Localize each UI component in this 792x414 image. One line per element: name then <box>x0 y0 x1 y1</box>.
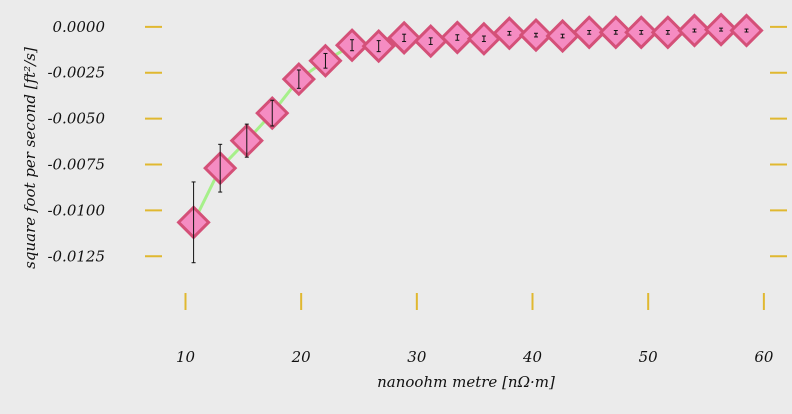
y-tick-label: -0.0075 <box>47 156 105 174</box>
error-bar <box>244 123 249 158</box>
error-bar <box>639 30 644 35</box>
error-bar <box>402 33 407 43</box>
x-tick-label: 10 <box>176 348 196 366</box>
y-tick-label: -0.0050 <box>47 110 105 128</box>
error-bar <box>744 28 749 33</box>
error-bar <box>613 30 618 35</box>
x-tick-label: 30 <box>407 348 427 366</box>
y-tick-label: -0.0100 <box>47 201 105 219</box>
y-axis-ticks-right <box>770 25 787 258</box>
x-tick-label: 60 <box>754 348 774 366</box>
error-bar <box>455 34 460 41</box>
error-bar <box>270 99 275 127</box>
error-bar <box>692 28 697 33</box>
series-line <box>192 28 747 223</box>
y-tick-label: -0.0125 <box>47 247 105 265</box>
data-series <box>176 12 764 264</box>
error-bar <box>560 33 565 39</box>
error-bar <box>587 30 592 35</box>
y-axis-ticks-left <box>145 25 162 258</box>
error-bar <box>719 27 724 32</box>
error-bar <box>323 52 328 69</box>
x-axis-ticks <box>184 293 765 310</box>
x-tick-label: 40 <box>522 348 543 366</box>
error-bar <box>481 35 486 43</box>
error-bar <box>218 143 223 193</box>
y-tick-label: -0.0025 <box>47 64 105 82</box>
x-tick-label: 20 <box>291 348 312 366</box>
error-bar <box>350 39 355 52</box>
error-bar <box>191 181 196 264</box>
error-bar <box>507 30 512 36</box>
error-bar <box>376 40 381 53</box>
x-axis-label: nanoohm metre [nΩ·m] <box>377 373 555 391</box>
error-bar <box>428 37 433 45</box>
error-bar <box>665 30 670 35</box>
y-axis-tick-labels: 0.0000 -0.0025 -0.0050 -0.0075 -0.0100 -0.012… <box>47 18 105 265</box>
x-axis-tick-labels: 10 20 30 40 50 60 <box>176 348 774 366</box>
error-bar <box>296 69 301 89</box>
x-tick-label: 50 <box>639 348 659 366</box>
y-tick-label: 0.0000 <box>53 18 106 36</box>
y-axis-label: square foot per second [ft²/s] <box>21 47 39 269</box>
error-bar <box>533 32 538 38</box>
